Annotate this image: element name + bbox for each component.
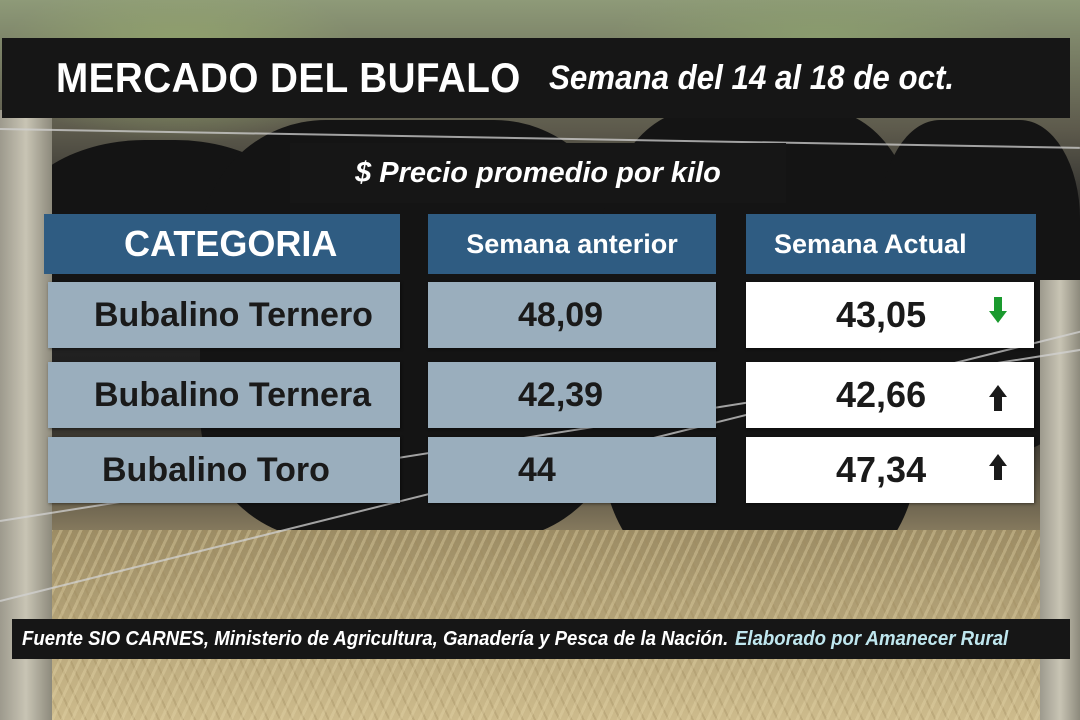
arrow-up-icon <box>988 452 1008 482</box>
column-header-category: CATEGORIA <box>44 214 400 274</box>
row-current-price: 42,66 <box>746 362 1034 428</box>
price-subtitle: $ Precio promedio por kilo <box>290 143 786 203</box>
column-header-current-week: Semana Actual <box>746 214 1036 274</box>
row-category-cell: Bubalino Toro <box>48 437 400 503</box>
column-header-previous-week: Semana anterior <box>428 214 716 274</box>
footer-credit: Elaborado por Amanecer Rural <box>735 627 1009 650</box>
row-current-price: 43,05 <box>746 282 1034 348</box>
title-bar: MERCADO DEL BUFALO Semana del 14 al 18 d… <box>2 38 1070 118</box>
row-previous-price: 42,39 <box>428 362 716 428</box>
row-category-cell: Bubalino Ternero <box>48 282 400 348</box>
week-range: Semana del 14 al 18 de oct. <box>549 58 955 97</box>
current-price-value: 42,66 <box>836 374 927 415</box>
footer-source: Fuente SIO CARNES, Ministerio de Agricul… <box>22 627 729 650</box>
row-previous-price: 44 <box>428 437 716 503</box>
arrow-down-icon <box>988 295 1008 325</box>
footer-bar: Fuente SIO CARNES, Ministerio de Agricul… <box>12 619 1070 659</box>
row-category-cell: Bubalino Ternera <box>48 362 400 428</box>
current-price-value: 43,05 <box>836 294 927 335</box>
row-previous-price: 48,09 <box>428 282 716 348</box>
row-current-price: 47,34 <box>746 437 1034 503</box>
arrow-up-icon <box>988 383 1008 413</box>
current-price-value: 47,34 <box>836 449 927 490</box>
page-title: MERCADO DEL BUFALO <box>56 54 521 101</box>
